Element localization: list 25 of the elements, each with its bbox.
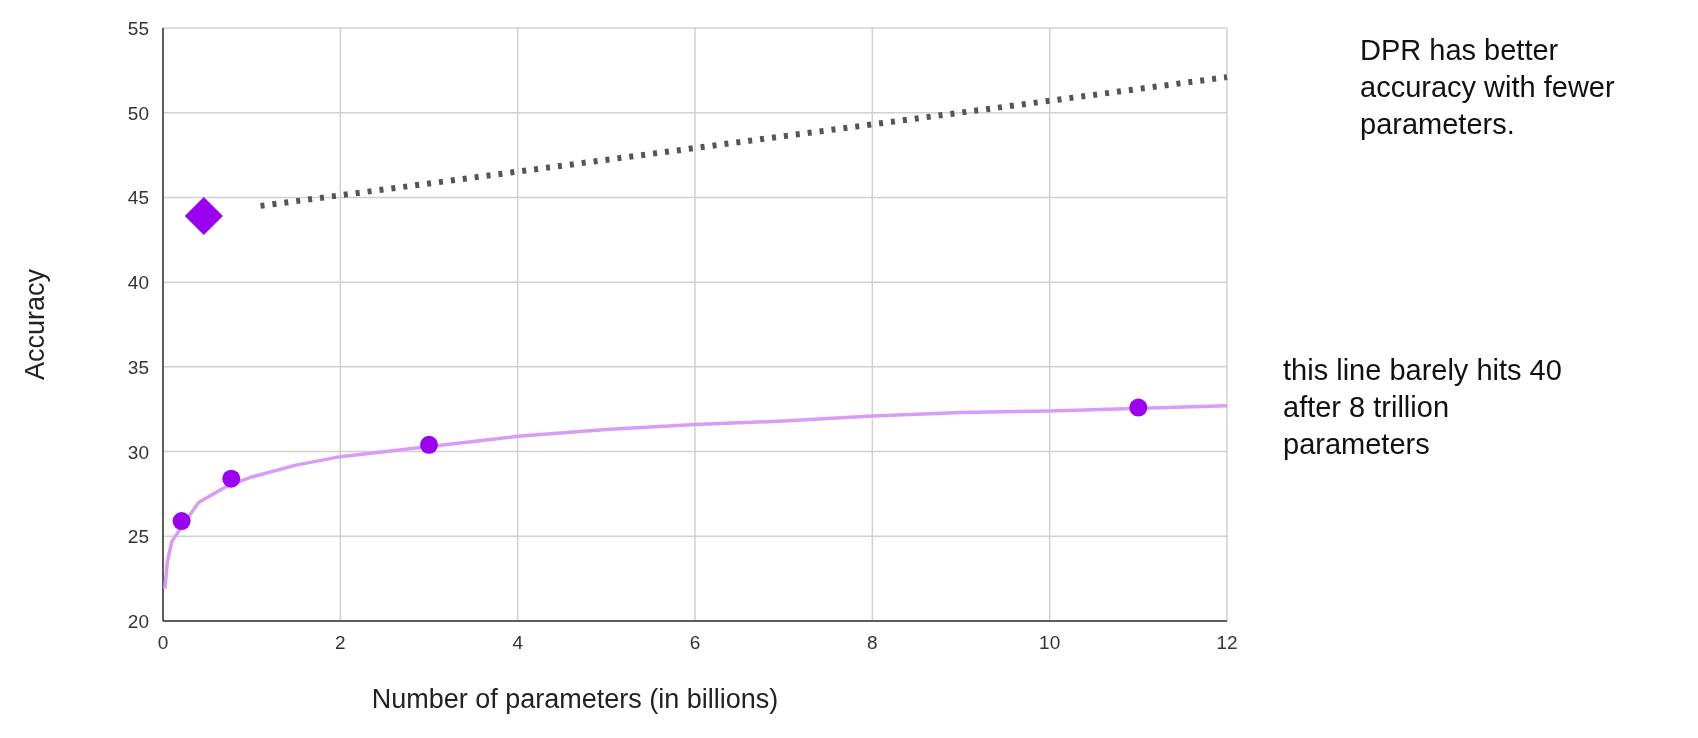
point: [184, 197, 223, 236]
x-tick-label: 4: [512, 632, 524, 653]
x-tick-label: 6: [689, 632, 701, 653]
y-tick-label: 40: [127, 272, 149, 294]
y-tick-label: 55: [127, 18, 149, 39]
text: DPR has better accuracy with fewer parameters.: [1360, 34, 1615, 140]
text: this line barely hits 40 after 8 trillion parameters: [1283, 354, 1562, 460]
x-tick-label: 10: [1039, 632, 1061, 653]
x-tick-label: 2: [335, 632, 346, 653]
x-tick-label: 8: [867, 632, 878, 653]
point: [420, 435, 438, 454]
point: [1129, 398, 1148, 417]
y-axis-title: Accuracy: [20, 268, 50, 381]
y-tick-label: 50: [127, 102, 149, 124]
point: [222, 469, 241, 488]
line-series: [163, 404, 1229, 591]
y-tick-label: 20: [127, 611, 149, 632]
x-axis-title: Number of parameters (in billions): [371, 684, 779, 714]
y-tick-label: 25: [127, 526, 149, 548]
y-tick-label: 30: [127, 441, 149, 463]
y-tick-label: 35: [127, 356, 149, 378]
y-tick-label: 45: [127, 187, 149, 209]
x-tick-label: 0: [157, 632, 169, 653]
point: [172, 512, 191, 531]
x-tick-label: 12: [1216, 632, 1238, 653]
